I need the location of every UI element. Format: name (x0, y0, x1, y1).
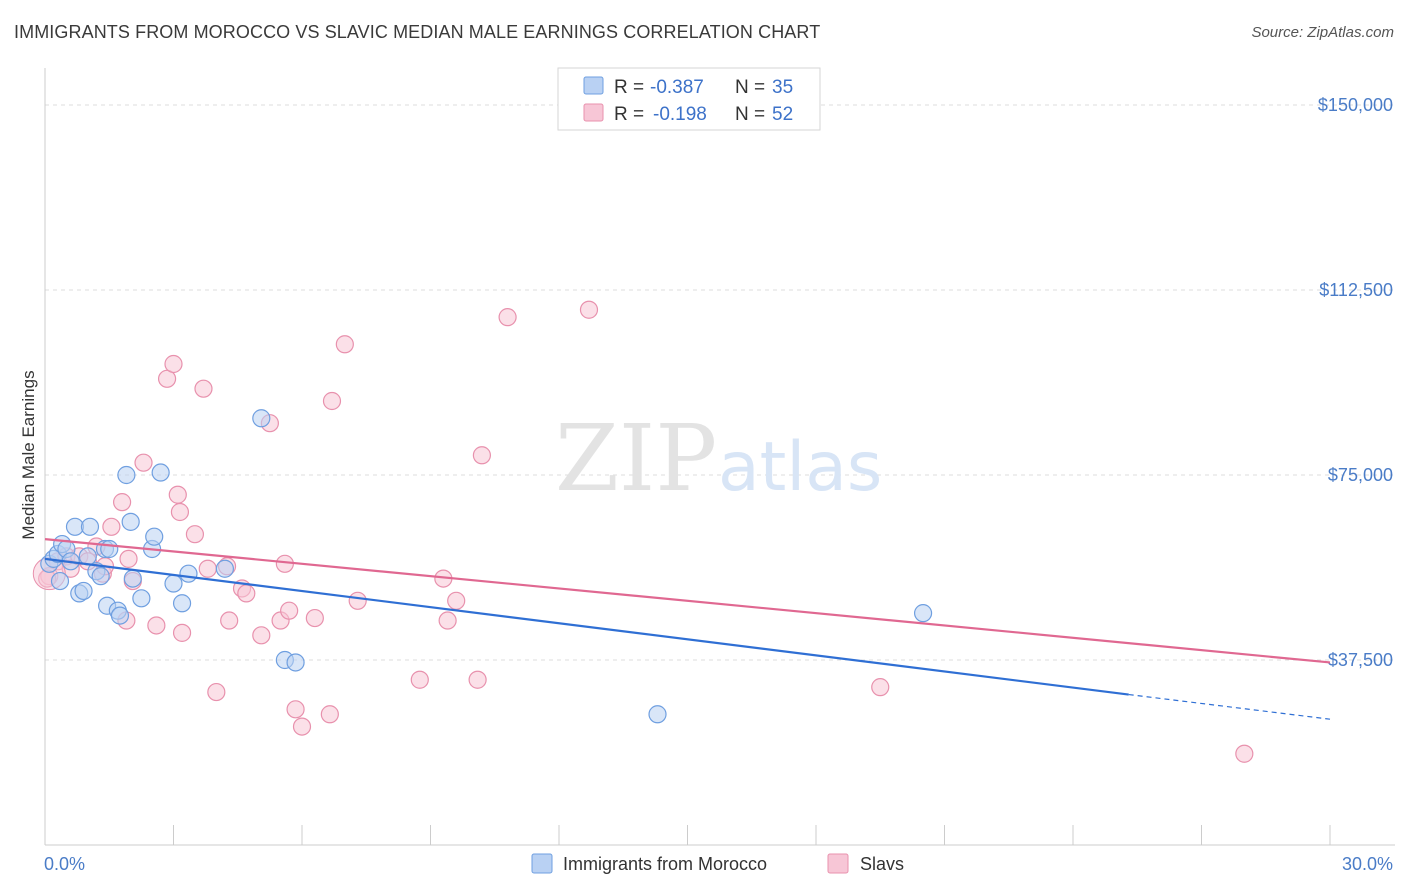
legend-r-value-1: -0.387 (650, 77, 704, 98)
slavs-point (322, 391, 342, 411)
morocco-point (50, 571, 70, 591)
morocco-point (913, 604, 933, 623)
slavs-point (335, 335, 354, 354)
slavs-point (252, 626, 271, 645)
bottom-legend-swatch-slavs (827, 853, 849, 874)
slavs-point (305, 608, 324, 628)
slavs-point (1235, 744, 1254, 763)
y-tick-label: $112,500 (1319, 280, 1393, 300)
morocco-point (172, 594, 192, 613)
slavs-point (292, 717, 312, 736)
morocco-point (91, 567, 110, 586)
morocco-point (100, 539, 119, 559)
gridlines (45, 104, 1395, 661)
slavs-point (472, 446, 491, 465)
slavs-trend-line (44, 538, 1331, 664)
morocco-point (151, 463, 170, 482)
legend-swatch-morocco (583, 76, 604, 95)
slavs-point (468, 670, 487, 689)
slavs-point (438, 611, 457, 630)
slavs-point (579, 300, 599, 319)
morocco-point (110, 606, 130, 625)
x-tick-label-min: 0.0% (44, 854, 85, 874)
x-tick-label-max: 30.0% (1342, 854, 1393, 874)
slavs-point (207, 682, 226, 702)
bottom-legend-swatch-morocco (531, 853, 553, 874)
slavs-point (134, 453, 153, 472)
series-legend: Immigrants from Morocco Slavs (531, 853, 904, 874)
legend-swatch-slavs (583, 103, 604, 122)
slavs-point (170, 502, 190, 522)
morocco-point (80, 517, 100, 536)
morocco-point (121, 512, 140, 531)
legend-r-value-2: -0.198 (653, 104, 707, 125)
correlation-legend: R = -0.387 N = 35 R = -0.198 N = 52 (557, 67, 821, 131)
slavs-point (119, 549, 138, 568)
legend-r-label-2: R = (614, 104, 644, 125)
slavs-point (286, 700, 305, 719)
slavs-point (112, 493, 132, 512)
x-axis-ticks (44, 825, 1331, 845)
legend-n-label-2: N = (735, 104, 765, 125)
morocco-point (132, 589, 151, 608)
morocco-point (78, 547, 97, 566)
legend-n-label-1: N = (735, 77, 765, 98)
bottom-legend-label-slavs: Slavs (860, 854, 904, 874)
morocco-point (117, 465, 136, 485)
morocco-point (286, 653, 305, 672)
slavs-point (102, 517, 121, 536)
slavs-point (147, 616, 166, 635)
morocco-point (123, 569, 142, 588)
slavs-point (320, 705, 339, 724)
y-tick-label: $150,000 (1318, 95, 1393, 115)
slavs-point (237, 584, 256, 603)
slavs-points (32, 300, 1254, 763)
watermark-atlas: atlas (718, 428, 882, 507)
slavs-point (498, 308, 517, 327)
legend-r-label-1: R = (614, 77, 644, 98)
morocco-point (215, 559, 234, 578)
y-tick-label: $75,000 (1328, 465, 1393, 485)
slavs-point (410, 670, 429, 689)
chart-title: IMMIGRANTS FROM MOROCCO VS SLAVIC MEDIAN… (14, 22, 821, 42)
y-axis-labels: $37,500 $75,000 $112,500 $150,000 (1318, 95, 1393, 670)
slavs-point (871, 678, 890, 697)
morocco-point (179, 564, 198, 583)
trend-lines (44, 538, 1331, 720)
morocco-trend-line (44, 557, 1129, 696)
morocco-trend-extension (1128, 693, 1331, 720)
slavs-point (348, 591, 367, 610)
bottom-legend-label-morocco: Immigrants from Morocco (563, 854, 767, 874)
slavs-point (168, 485, 187, 504)
slavs-point (280, 601, 299, 620)
morocco-point (74, 581, 93, 601)
legend-n-value-2: 52 (772, 104, 793, 125)
slavs-point (198, 559, 217, 578)
legend-n-value-1: 35 (772, 77, 793, 98)
slavs-point (185, 525, 205, 544)
slavs-point (447, 591, 466, 610)
morocco-point (252, 409, 271, 428)
slavs-point (194, 379, 213, 398)
morocco-point (648, 705, 667, 724)
slavs-point (220, 611, 239, 630)
chart-source: Source: ZipAtlas.com (1251, 24, 1394, 41)
y-axis-title: Median Male Earnings (19, 370, 38, 539)
slavs-point (172, 623, 192, 642)
slavs-point (164, 354, 183, 374)
morocco-point (145, 527, 164, 546)
y-tick-label: $37,500 (1328, 650, 1393, 670)
watermark-zip: ZIP (555, 405, 717, 512)
morocco-point (164, 574, 183, 593)
